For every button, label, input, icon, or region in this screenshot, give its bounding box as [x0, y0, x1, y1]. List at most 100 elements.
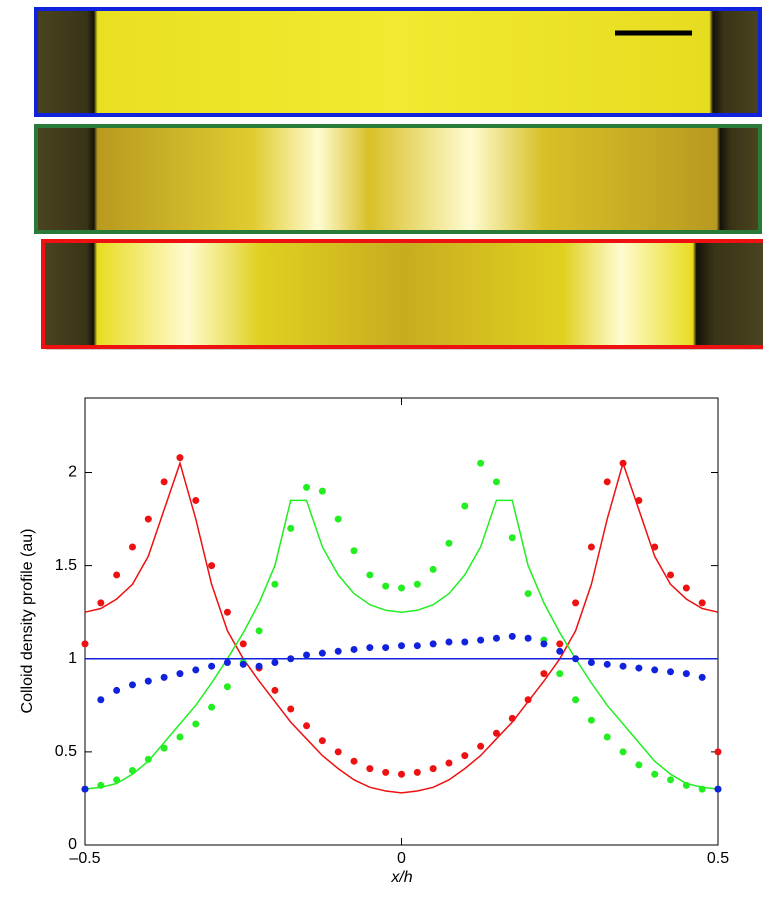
data-point	[587, 543, 595, 551]
data-point	[176, 454, 184, 462]
data-point	[413, 580, 421, 588]
data-point	[477, 742, 485, 750]
data-point	[208, 703, 216, 711]
data-point	[398, 770, 405, 778]
data-point	[572, 599, 580, 607]
y-axis-label: Colloid density profile (au)	[19, 529, 36, 714]
y-tick-label: 0.5	[55, 743, 77, 760]
image-red	[41, 239, 763, 349]
data-point	[461, 752, 469, 760]
y-tick-label: 0	[68, 836, 77, 853]
data-point	[255, 662, 263, 670]
data-point	[445, 759, 453, 767]
data-point	[97, 599, 105, 607]
data-point	[382, 582, 390, 590]
y-tick-label: 1.5	[55, 557, 77, 574]
data-point	[144, 677, 152, 685]
data-point	[350, 547, 358, 555]
data-line	[84, 460, 719, 794]
y-tick-label: 1	[68, 650, 77, 667]
data-point	[635, 761, 643, 769]
x-tick-label: –0.5	[69, 850, 100, 867]
data-point	[176, 733, 184, 741]
data-point	[635, 496, 643, 504]
data-point	[113, 776, 121, 784]
data-point	[603, 478, 611, 486]
data-point	[239, 660, 247, 668]
data-point	[334, 515, 342, 523]
data-point	[97, 696, 105, 704]
data-point	[350, 645, 358, 653]
data-point	[255, 627, 263, 635]
data-point	[144, 755, 152, 763]
data-point	[698, 599, 706, 607]
data-point	[667, 571, 675, 579]
data-point	[508, 534, 516, 542]
data-point	[413, 642, 421, 650]
data-point	[619, 662, 627, 670]
data-point	[524, 590, 532, 598]
data-point	[682, 670, 690, 678]
data-point	[508, 632, 516, 640]
data-point	[366, 571, 374, 579]
data-point	[350, 757, 358, 765]
data-point	[635, 664, 643, 672]
data-point	[81, 785, 89, 793]
data-point	[303, 722, 311, 730]
data-point	[413, 768, 421, 776]
data-point	[192, 720, 200, 728]
data-point	[398, 584, 405, 592]
data-point	[113, 571, 121, 579]
data-point	[619, 748, 627, 756]
data-point	[160, 744, 168, 752]
data-point	[223, 658, 231, 666]
x-tick-label: 0.5	[707, 850, 729, 867]
data-point	[303, 651, 311, 659]
data-point	[208, 562, 216, 570]
data-point	[128, 681, 136, 689]
data-point	[651, 543, 659, 551]
data-point	[477, 636, 485, 644]
data-point	[556, 647, 564, 655]
data-point	[128, 543, 136, 551]
data-point	[192, 666, 200, 674]
data-point	[144, 515, 152, 523]
data-line	[84, 499, 719, 790]
data-point	[160, 478, 168, 486]
data-point	[81, 640, 89, 648]
data-point	[271, 580, 279, 588]
data-point	[524, 634, 532, 642]
data-point	[223, 608, 231, 616]
data-point	[587, 658, 595, 666]
data-point	[492, 478, 500, 486]
data-point	[477, 459, 485, 467]
data-point	[682, 584, 690, 592]
data-point	[698, 673, 706, 681]
data-point	[445, 539, 453, 547]
data-point	[603, 660, 611, 668]
data-point	[208, 662, 216, 670]
data-point	[461, 502, 469, 510]
data-point	[540, 670, 548, 678]
image-blue	[34, 7, 762, 117]
data-point	[714, 748, 722, 756]
data-point	[113, 686, 121, 694]
data-point	[271, 658, 279, 666]
data-point	[429, 640, 437, 648]
data-point	[192, 496, 200, 504]
data-point	[651, 666, 659, 674]
image-green	[34, 124, 762, 234]
data-point	[176, 670, 184, 678]
data-point	[651, 770, 659, 778]
data-point	[540, 640, 548, 648]
data-point	[303, 483, 311, 491]
data-point	[445, 638, 453, 646]
data-point	[366, 765, 374, 773]
data-point	[287, 524, 295, 532]
x-axis-label: x/h	[390, 869, 412, 886]
data-point	[492, 634, 500, 642]
data-point	[667, 668, 675, 676]
data-point	[398, 642, 405, 650]
data-point	[271, 686, 279, 694]
